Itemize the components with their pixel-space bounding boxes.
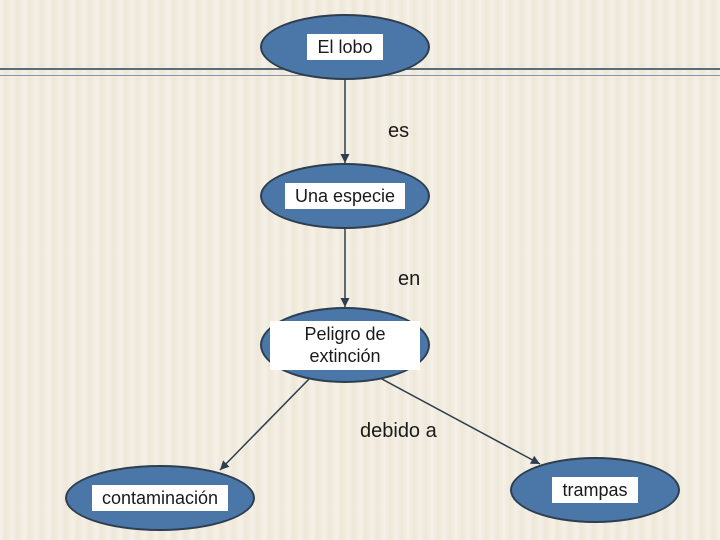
node-n2: Una especie: [260, 163, 430, 229]
node-label: Una especie: [285, 183, 405, 210]
edge-n3-n4: [220, 378, 310, 470]
node-label: El lobo: [307, 34, 382, 61]
connector-label: en: [398, 268, 420, 291]
node-n5: trampas: [510, 457, 680, 523]
connector-label: es: [388, 120, 409, 143]
node-n1: El lobo: [260, 14, 430, 80]
node-label: contaminación: [92, 485, 228, 512]
node-n4: contaminación: [65, 465, 255, 531]
node-n3: Peligro de extinción: [260, 307, 430, 383]
node-label: Peligro de extinción: [270, 321, 420, 370]
node-label: trampas: [552, 477, 637, 504]
connector-label: debido a: [360, 420, 437, 443]
